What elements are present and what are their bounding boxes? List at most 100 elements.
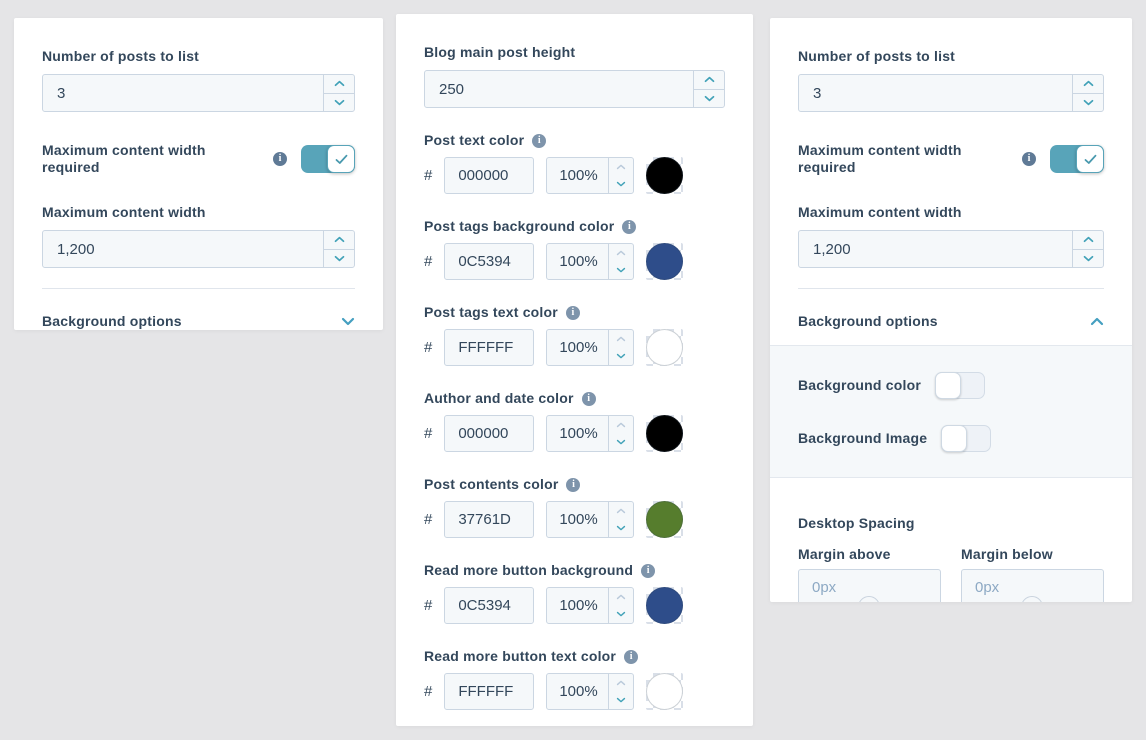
stepper-down-button[interactable] <box>609 348 633 366</box>
chevron-up-icon <box>1090 317 1104 326</box>
info-icon[interactable]: i <box>624 649 639 664</box>
posts-count-input[interactable]: 3 <box>42 74 355 112</box>
max-width-stepper <box>323 231 354 267</box>
chevron-up-icon <box>617 336 626 341</box>
opacity-input[interactable]: 100% <box>546 415 635 452</box>
max-width-label: Maximum content width <box>798 204 962 220</box>
stepper-up-button[interactable] <box>324 231 354 250</box>
hex-prefix: # <box>424 339 433 356</box>
hex-color-value: 37761D <box>458 511 511 528</box>
post-height-value: 250 <box>439 80 465 98</box>
opacity-input[interactable]: 100% <box>546 587 635 624</box>
chevron-down-icon <box>617 182 626 187</box>
background-image-label: Background Image <box>798 430 928 446</box>
stepper-down-button[interactable] <box>324 94 354 112</box>
color-swatch[interactable] <box>646 243 684 280</box>
background-color-row: Background color <box>798 372 1104 399</box>
info-icon[interactable]: i <box>273 152 287 166</box>
background-options-section-toggle[interactable]: Background options <box>42 311 355 331</box>
stepper-up-button[interactable] <box>609 502 633 520</box>
color-swatch[interactable] <box>646 587 684 624</box>
color-swatch[interactable] <box>646 501 684 538</box>
color-swatch-circle <box>646 415 684 452</box>
hex-prefix: # <box>424 253 433 270</box>
chevron-down-icon <box>617 526 626 531</box>
stepper-down-button[interactable] <box>1073 94 1103 112</box>
stepper-down-button[interactable] <box>609 520 633 538</box>
background-options-section-toggle[interactable]: Background options <box>798 311 1104 331</box>
hex-color-input[interactable]: 37761D <box>444 501 535 538</box>
hex-color-input[interactable]: FFFFFF <box>444 673 535 710</box>
info-icon[interactable]: i <box>1022 152 1036 166</box>
chevron-down-icon <box>617 612 626 617</box>
chevron-down-icon <box>704 95 714 101</box>
color-swatch[interactable] <box>646 157 684 194</box>
margin-below-input[interactable]: 0px <box>961 569 1104 602</box>
info-icon[interactable]: i <box>641 563 656 578</box>
max-width-required-toggle[interactable] <box>1050 145 1104 173</box>
stepper-down-button[interactable] <box>609 606 633 624</box>
chevron-down-icon <box>334 255 344 261</box>
stepper-down-button[interactable] <box>609 176 633 194</box>
color-swatch[interactable] <box>646 329 684 366</box>
background-options-label: Background options <box>42 312 182 329</box>
chevron-up-icon <box>617 250 626 255</box>
info-icon[interactable]: i <box>565 305 580 320</box>
color-swatch[interactable] <box>646 673 684 710</box>
opacity-stepper <box>608 588 633 623</box>
desktop-spacing-title: Desktop Spacing <box>798 515 915 531</box>
max-width-label: Maximum content width <box>42 204 206 220</box>
background-image-toggle[interactable] <box>941 425 992 452</box>
max-width-input[interactable]: 1,200 <box>798 230 1104 268</box>
stepper-down-button[interactable] <box>609 262 633 280</box>
max-width-required-label: Maximum content width required <box>798 142 962 175</box>
opacity-input[interactable]: 100% <box>546 501 635 538</box>
stepper-down-button[interactable] <box>609 434 633 452</box>
color-swatch-circle <box>646 587 684 624</box>
stepper-up-button[interactable] <box>609 158 633 176</box>
stepper-up-button[interactable] <box>609 588 633 606</box>
stepper-down-button[interactable] <box>1073 250 1103 268</box>
max-width-required-toggle[interactable] <box>301 145 355 173</box>
stepper-down-button[interactable] <box>324 250 354 268</box>
max-width-input[interactable]: 1,200 <box>42 230 355 268</box>
hex-color-input[interactable]: 000000 <box>444 415 535 452</box>
color-setting-read-more-background: Read more button background i # 0C5394 1… <box>424 562 725 624</box>
color-setting-label: Read more button text color <box>424 648 617 664</box>
opacity-input[interactable]: 100% <box>546 673 635 710</box>
stepper-up-button[interactable] <box>1073 231 1103 250</box>
stepper-up-button[interactable] <box>609 244 633 262</box>
hex-color-input[interactable]: 0C5394 <box>444 243 535 280</box>
info-icon[interactable]: i <box>581 391 596 406</box>
opacity-input[interactable]: 100% <box>546 329 635 366</box>
chevron-up-icon <box>617 508 626 513</box>
stepper-up-button[interactable] <box>609 674 633 692</box>
opacity-input[interactable]: 100% <box>546 243 635 280</box>
stepper-up-button[interactable] <box>1073 75 1103 94</box>
info-icon[interactable]: i <box>532 133 547 148</box>
stepper-up-button[interactable] <box>609 330 633 348</box>
posts-count-label: Number of posts to list <box>798 48 956 64</box>
opacity-stepper <box>608 416 633 451</box>
background-color-toggle[interactable] <box>935 372 985 399</box>
color-swatch[interactable] <box>646 415 684 452</box>
hex-color-input[interactable]: 0C5394 <box>444 587 535 624</box>
hex-color-input[interactable]: 000000 <box>444 157 535 194</box>
stepper-down-button[interactable] <box>694 90 724 108</box>
info-icon[interactable]: i <box>566 477 581 492</box>
max-width-stepper <box>1072 231 1103 267</box>
opacity-input[interactable]: 100% <box>546 157 635 194</box>
chevron-down-icon <box>617 354 626 359</box>
hex-color-input[interactable]: FFFFFF <box>444 329 535 366</box>
info-icon[interactable]: i <box>622 219 637 234</box>
stepper-up-button[interactable] <box>609 416 633 434</box>
stepper-up-button[interactable] <box>324 75 354 94</box>
stepper-up-button[interactable] <box>694 71 724 90</box>
posts-count-input[interactable]: 3 <box>798 74 1104 112</box>
check-icon <box>335 154 347 164</box>
post-height-stepper <box>693 71 724 107</box>
post-height-input[interactable]: 250 <box>424 70 725 108</box>
stepper-down-button[interactable] <box>609 692 633 710</box>
posts-count-stepper <box>1072 75 1103 111</box>
module-settings-panel-right: Number of posts to list 3 Maximum conten… <box>770 18 1132 602</box>
